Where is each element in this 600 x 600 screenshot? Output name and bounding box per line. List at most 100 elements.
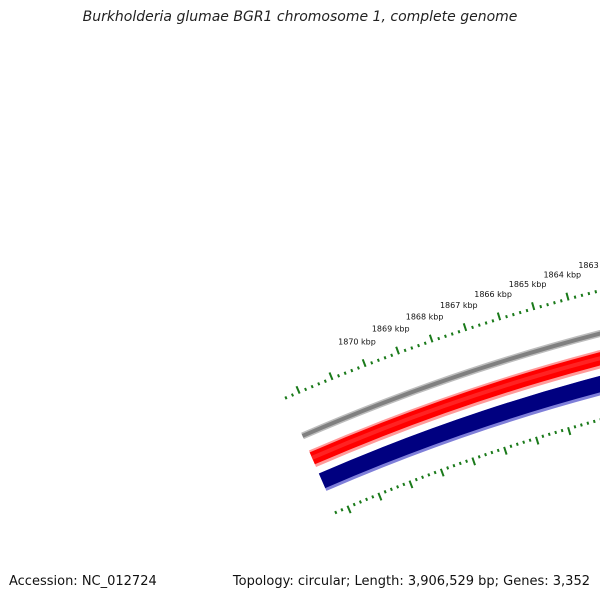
tick-label: 1864 kbp xyxy=(543,270,581,279)
outer-minor-tick xyxy=(390,353,394,358)
inner-minor-tick xyxy=(528,438,532,442)
inner-major-tick xyxy=(439,468,445,477)
outer-major-tick xyxy=(395,346,400,355)
outer-minor-tick xyxy=(343,371,347,375)
outer-minor-tick xyxy=(559,299,563,303)
outer-minor-tick xyxy=(323,379,327,383)
outer-minor-tick xyxy=(337,374,341,378)
outer-minor-tick xyxy=(518,310,522,315)
outer-minor-tick xyxy=(573,295,577,299)
tick-label: 1868 kbp xyxy=(406,313,444,322)
inner-minor-tick xyxy=(509,444,513,449)
outer-minor-tick xyxy=(403,348,407,353)
outer-minor-tick xyxy=(290,393,295,397)
inner-major-tick xyxy=(346,505,352,514)
inner-major-tick xyxy=(377,492,383,501)
inner-minor-tick xyxy=(541,434,545,438)
outer-minor-tick xyxy=(587,291,591,296)
tick-label: 1870 kbp xyxy=(338,337,376,346)
inner-major-tick xyxy=(567,426,572,436)
inner-minor-tick xyxy=(421,475,425,479)
inner-minor-tick xyxy=(402,482,406,487)
outer-minor-tick xyxy=(350,368,354,373)
tick-label: 1863 kbp xyxy=(578,261,600,270)
inner-minor-tick xyxy=(522,440,526,444)
forward-gene-highlight xyxy=(311,356,600,460)
inner-minor-tick xyxy=(365,497,369,502)
outer-minor-tick xyxy=(317,382,321,386)
outer-tick-track xyxy=(284,290,598,400)
inner-minor-tick xyxy=(515,442,519,446)
outer-major-tick xyxy=(565,292,570,301)
outer-minor-tick xyxy=(484,321,488,325)
outer-minor-tick xyxy=(370,361,374,365)
feature-tracks xyxy=(301,330,600,491)
outer-major-tick xyxy=(295,385,301,394)
outer-minor-tick xyxy=(553,301,556,305)
inner-minor-tick xyxy=(465,459,469,463)
backbone-core xyxy=(301,331,600,438)
inner-minor-tick xyxy=(334,510,338,515)
outer-minor-tick xyxy=(546,302,549,307)
inner-minor-tick xyxy=(352,502,356,507)
reverse-gene-block xyxy=(318,375,600,489)
inner-major-tick xyxy=(471,457,476,466)
outer-major-tick xyxy=(328,372,334,381)
outer-minor-tick xyxy=(383,356,387,360)
inner-minor-tick xyxy=(458,461,462,466)
outer-minor-tick xyxy=(539,304,543,309)
inner-minor-tick xyxy=(358,500,362,504)
outer-minor-tick xyxy=(437,336,441,341)
outer-minor-tick xyxy=(304,387,308,392)
outer-major-tick xyxy=(531,302,536,311)
outer-minor-tick xyxy=(310,384,314,389)
outer-major-tick xyxy=(462,323,468,332)
outer-minor-tick xyxy=(444,334,447,339)
accession-text: Accession: NC_012724 xyxy=(9,574,157,589)
outer-minor-tick xyxy=(423,341,427,345)
outer-minor-tick xyxy=(284,396,288,400)
inner-minor-tick xyxy=(371,495,375,499)
outer-major-tick xyxy=(361,358,367,368)
outer-minor-tick xyxy=(505,314,508,319)
tick-label: 1865 kbp xyxy=(509,280,547,289)
outer-major-tick xyxy=(428,334,434,343)
inner-minor-tick xyxy=(573,425,577,429)
inner-minor-tick xyxy=(580,423,583,427)
outer-minor-tick xyxy=(471,325,474,330)
outer-minor-tick xyxy=(580,293,584,298)
inner-minor-tick xyxy=(554,430,558,435)
inner-tick-track xyxy=(334,418,600,515)
tick-label-group: 1870 kbp 1869 kbp 1868 kbp 1867 kbp 1866 kbp… xyxy=(338,261,600,346)
inner-major-tick xyxy=(408,480,414,489)
outer-minor-tick xyxy=(457,330,461,334)
inner-minor-tick xyxy=(484,452,487,457)
inner-minor-tick xyxy=(547,432,551,437)
inner-major-tick xyxy=(535,436,540,445)
inner-major-tick xyxy=(503,446,508,455)
outer-minor-tick xyxy=(511,312,515,317)
inner-minor-tick xyxy=(446,466,450,470)
inner-minor-tick xyxy=(592,419,596,424)
genome-summary-text: Topology: circular; Length: 3,906,529 bp… xyxy=(232,574,590,589)
inner-minor-tick xyxy=(427,473,431,477)
outer-major-tick xyxy=(496,312,502,321)
map-title: Burkholderia glumae BGR1 chromosome 1, c… xyxy=(82,9,518,25)
outer-minor-tick xyxy=(491,319,495,323)
tick-label: 1867 kbp xyxy=(440,301,478,310)
inner-minor-tick xyxy=(560,428,564,433)
inner-minor-tick xyxy=(452,463,456,468)
tick-label: 1866 kbp xyxy=(474,290,512,299)
outer-minor-tick xyxy=(376,358,380,363)
outer-minor-tick xyxy=(450,332,454,336)
inner-minor-tick xyxy=(490,450,494,455)
inner-minor-tick xyxy=(433,470,437,475)
inner-minor-tick xyxy=(586,421,590,425)
outer-minor-tick xyxy=(417,343,420,348)
inner-minor-tick xyxy=(396,485,400,489)
outer-minor-tick xyxy=(525,308,529,313)
inner-minor-tick xyxy=(340,508,344,512)
inner-minor-tick xyxy=(496,448,500,453)
inner-minor-tick xyxy=(389,487,393,492)
